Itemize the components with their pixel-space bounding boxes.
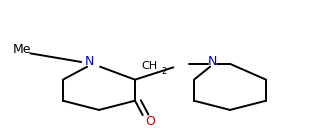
Text: O: O bbox=[145, 115, 155, 128]
Text: N: N bbox=[207, 55, 217, 68]
Text: Me: Me bbox=[13, 43, 31, 56]
Text: 2: 2 bbox=[162, 67, 167, 76]
Text: N: N bbox=[85, 55, 94, 68]
Text: CH: CH bbox=[142, 61, 158, 72]
